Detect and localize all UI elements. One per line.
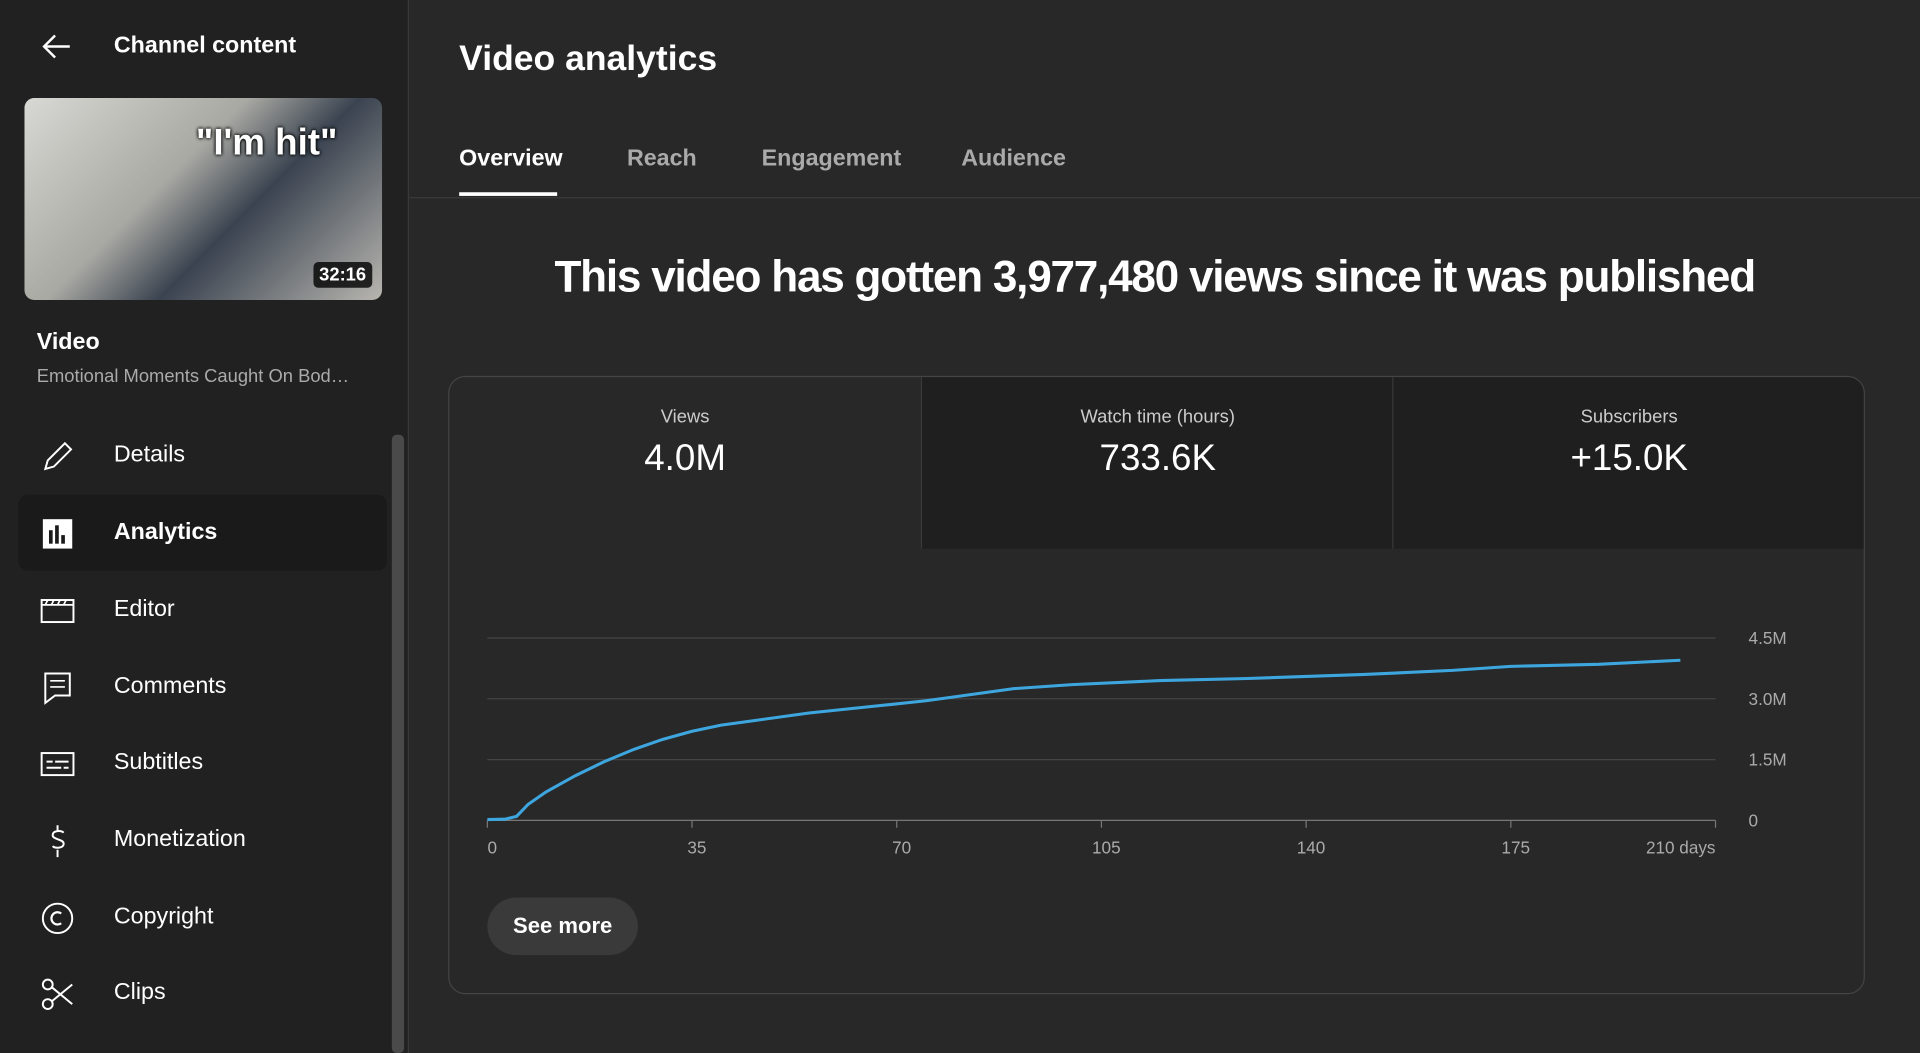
y-tick-label: 4.5M: [1749, 628, 1787, 648]
sidebar: Channel content "I'm hit" 32:16 Video Em…: [0, 0, 409, 1053]
nav-item[interactable]: Monetization: [18, 802, 387, 878]
duration: 32:16: [313, 262, 373, 288]
nav-label: Monetization: [113, 826, 246, 853]
metric-value: 733.6K: [1099, 438, 1216, 479]
metric-label: Subscribers: [1580, 406, 1678, 428]
metric[interactable]: Subscribers +15.0K: [1392, 377, 1864, 549]
analytics-card: Views 4.0M Watch time (hours) 733.6K Subsc…: [448, 375, 1865, 995]
nav-label: Copyright: [113, 903, 214, 930]
x-tick-label: 70: [892, 837, 911, 857]
metric[interactable]: Views 4.0M: [449, 377, 920, 548]
video-title: Emotional Moments Caught On Bod…: [36, 366, 350, 387]
nav-label: Subtitles: [113, 749, 204, 776]
x-tick-label: 175: [1501, 837, 1530, 857]
metric[interactable]: Watch time (hours) 733.6K: [920, 377, 1394, 549]
x-tick-label: 35: [687, 837, 706, 857]
page-title: Video analytics: [459, 39, 718, 79]
see-more-button[interactable]: See more: [487, 897, 639, 956]
x-tick-label: 105: [1092, 837, 1121, 857]
nav-item[interactable]: Analytics: [18, 494, 387, 571]
metric-label: Watch time (hours): [1080, 406, 1235, 428]
video-heading: Video: [36, 329, 100, 356]
chart: 0 1.5M 3.0M 4.5M 0 35 70 105 140 175 210 days: [486, 628, 1787, 857]
x-tick-label: 140: [1297, 837, 1326, 857]
nav-item[interactable]: Clips: [18, 955, 387, 1031]
x-tick-label: 0: [487, 837, 497, 857]
nav-item[interactable]: Details: [18, 418, 387, 494]
x-tick-label: 210 days: [1646, 837, 1716, 857]
nav-label: Comments: [113, 673, 227, 700]
nav-label: Clips: [113, 979, 166, 1006]
tab[interactable]: Reach: [626, 145, 697, 172]
nav-item[interactable]: Copyright: [18, 879, 387, 955]
nav-label: Analytics: [113, 519, 218, 545]
metric-value: +15.0K: [1570, 438, 1688, 479]
nav-item[interactable]: Editor: [18, 572, 387, 648]
thumbnail[interactable]: "I'm hit" 32:16: [24, 97, 383, 301]
y-tick-label: 1.5M: [1749, 750, 1787, 770]
metric-value: 4.0M: [644, 438, 726, 479]
nav-label: Editor: [113, 596, 175, 623]
tab-indicator: [459, 192, 558, 196]
tab[interactable]: Overview: [459, 145, 563, 172]
headline: This video has gotten 3,977,480 views si…: [554, 251, 1756, 302]
data-line: [487, 658, 1681, 822]
back-button[interactable]: [40, 32, 72, 61]
tab[interactable]: Engagement: [761, 145, 902, 172]
nav-label: Details: [113, 442, 185, 468]
metric-label: Views: [660, 406, 710, 428]
nav-item[interactable]: Comments: [18, 649, 387, 725]
y-tick-label: 3.0M: [1749, 689, 1787, 709]
y-tick-label: 0: [1749, 811, 1759, 831]
thumbnail-caption: "I'm hit": [195, 122, 338, 163]
back-label[interactable]: Channel content: [113, 33, 297, 59]
divider: [408, 197, 1920, 199]
tab[interactable]: Audience: [961, 145, 1066, 172]
nav-item[interactable]: Subtitles: [18, 725, 387, 801]
scrollbar[interactable]: [391, 434, 405, 1053]
